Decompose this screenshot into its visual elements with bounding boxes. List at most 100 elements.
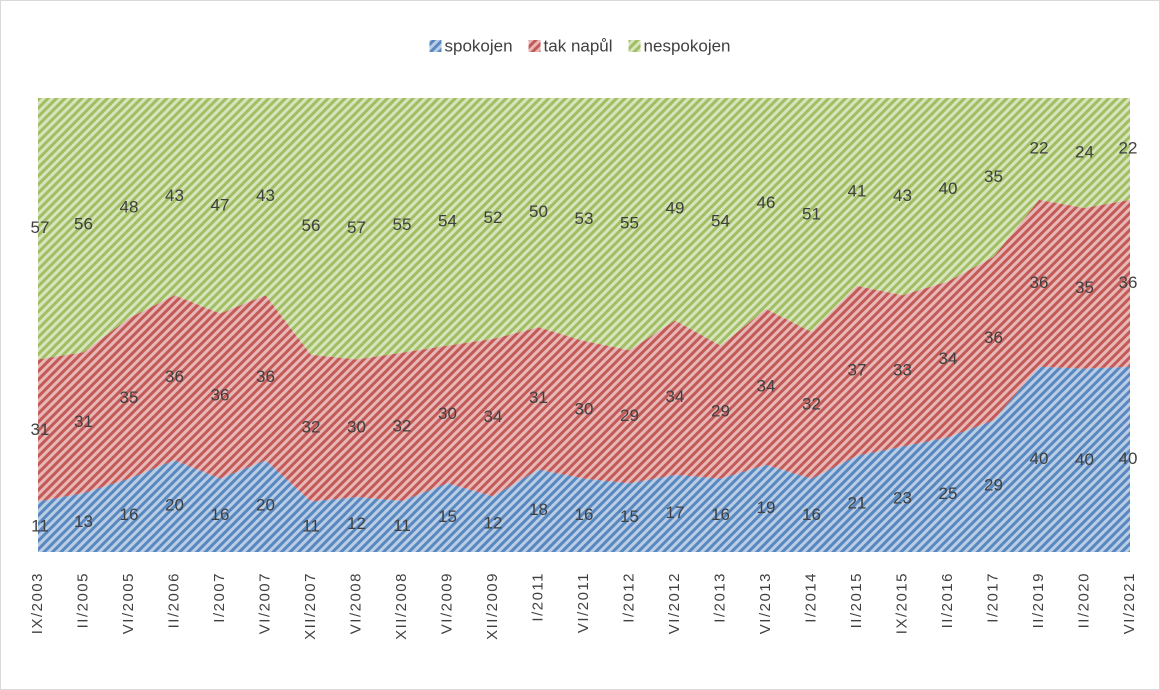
x-tick-label: I/2014 bbox=[802, 572, 819, 623]
data-label: 34 bbox=[484, 407, 503, 426]
data-label: 40 bbox=[939, 179, 958, 198]
data-label: 55 bbox=[393, 215, 412, 234]
data-label: 33 bbox=[893, 360, 912, 379]
x-tick-label: II/2016 bbox=[939, 572, 956, 628]
data-label: 34 bbox=[666, 387, 685, 406]
data-label: 12 bbox=[484, 514, 503, 533]
data-label: 11 bbox=[31, 516, 49, 535]
legend-label: spokojen bbox=[444, 36, 512, 55]
data-label: 20 bbox=[256, 496, 275, 515]
legend-swatch bbox=[528, 40, 541, 52]
data-label: 48 bbox=[120, 198, 139, 217]
x-tick-label: II/2020 bbox=[1075, 572, 1092, 628]
data-label: 43 bbox=[256, 186, 275, 205]
x-tick-label: VI/2012 bbox=[666, 572, 683, 634]
data-label: 43 bbox=[893, 186, 912, 205]
data-label: 34 bbox=[939, 349, 958, 368]
data-label: 36 bbox=[211, 386, 230, 405]
data-label: 35 bbox=[984, 167, 1003, 186]
data-label: 29 bbox=[711, 402, 730, 421]
data-label: 13 bbox=[74, 512, 93, 531]
data-label: 46 bbox=[757, 193, 776, 212]
x-tick-label: XII/2008 bbox=[393, 572, 410, 640]
legend-swatch bbox=[628, 40, 641, 52]
data-label: 30 bbox=[438, 404, 457, 423]
data-label: 20 bbox=[165, 496, 184, 515]
data-label: 36 bbox=[1030, 273, 1049, 292]
x-tick-label: I/2012 bbox=[620, 572, 637, 623]
data-label: 11 bbox=[302, 516, 320, 535]
x-tick-label: II/2019 bbox=[1030, 572, 1047, 628]
data-label: 17 bbox=[666, 503, 685, 522]
x-tick-label: VI/2021 bbox=[1121, 572, 1138, 634]
data-label: 35 bbox=[1075, 278, 1094, 297]
data-label: 11 bbox=[393, 516, 411, 535]
x-tick-label: XII/2009 bbox=[484, 572, 501, 640]
data-label: 16 bbox=[802, 505, 821, 524]
x-tick-label: VI/2009 bbox=[438, 572, 455, 634]
data-label: 50 bbox=[529, 202, 548, 221]
data-label: 54 bbox=[711, 211, 730, 230]
x-tick-label: VI/2013 bbox=[757, 572, 774, 634]
data-label: 16 bbox=[711, 505, 730, 524]
data-label: 52 bbox=[484, 208, 503, 227]
data-label: 18 bbox=[529, 500, 548, 519]
x-tick-label: II/2005 bbox=[74, 572, 91, 628]
x-tick-label: IX/2003 bbox=[29, 572, 46, 634]
data-label: 40 bbox=[1030, 449, 1049, 468]
x-tick-label: I/2013 bbox=[711, 572, 728, 623]
legend-label: nespokojen bbox=[644, 36, 731, 55]
data-label: 29 bbox=[620, 406, 639, 425]
data-label: 40 bbox=[1119, 449, 1138, 468]
area bbox=[38, 366, 1130, 552]
data-label: 40 bbox=[1075, 450, 1094, 469]
data-label: 22 bbox=[1030, 138, 1049, 157]
data-label: 31 bbox=[74, 412, 93, 431]
data-label: 16 bbox=[211, 505, 230, 524]
x-tick-label: I/2017 bbox=[984, 572, 1001, 623]
x-tick-label: I/2007 bbox=[211, 572, 228, 623]
legend: spokojen tak napůl nespokojen bbox=[429, 36, 731, 55]
data-label: 49 bbox=[666, 199, 685, 218]
data-label: 34 bbox=[757, 376, 776, 395]
data-label: 23 bbox=[893, 489, 912, 508]
legend-label: tak napůl bbox=[544, 36, 613, 55]
data-label: 36 bbox=[984, 328, 1003, 347]
data-label: 47 bbox=[211, 195, 230, 214]
x-tick-label: IX/2015 bbox=[893, 572, 910, 634]
data-label: 36 bbox=[256, 367, 275, 386]
data-label: 36 bbox=[1119, 273, 1138, 292]
area bbox=[38, 199, 1130, 502]
data-label: 30 bbox=[575, 399, 594, 418]
data-label: 31 bbox=[31, 420, 50, 439]
x-tick-label: VI/2007 bbox=[256, 572, 273, 634]
x-tick-label: VI/2011 bbox=[575, 572, 592, 633]
data-label: 31 bbox=[529, 388, 548, 407]
data-label: 56 bbox=[74, 215, 93, 234]
data-label: 54 bbox=[438, 211, 457, 230]
data-label: 57 bbox=[31, 218, 50, 237]
data-label: 15 bbox=[620, 507, 639, 526]
legend-swatch bbox=[429, 40, 442, 52]
data-label: 55 bbox=[620, 214, 639, 233]
data-label: 29 bbox=[984, 476, 1003, 495]
data-label: 12 bbox=[347, 514, 366, 533]
data-label: 25 bbox=[939, 484, 958, 503]
x-tick-label: XII/2007 bbox=[302, 572, 319, 640]
data-label: 15 bbox=[438, 507, 457, 526]
data-label: 53 bbox=[575, 209, 594, 228]
data-label: 57 bbox=[347, 218, 366, 237]
x-tick-label: I/2011 bbox=[529, 572, 546, 622]
x-tick-label: VI/2008 bbox=[347, 572, 364, 634]
data-label: 22 bbox=[1119, 138, 1138, 157]
data-label: 37 bbox=[848, 360, 867, 379]
x-tick-label: II/2006 bbox=[165, 572, 182, 628]
data-label: 21 bbox=[848, 493, 867, 512]
data-label: 43 bbox=[165, 186, 184, 205]
data-label: 36 bbox=[165, 367, 184, 386]
data-label: 30 bbox=[347, 418, 366, 437]
x-tick-label: II/2015 bbox=[848, 572, 865, 628]
data-label: 19 bbox=[757, 498, 776, 517]
data-label: 51 bbox=[802, 204, 821, 223]
